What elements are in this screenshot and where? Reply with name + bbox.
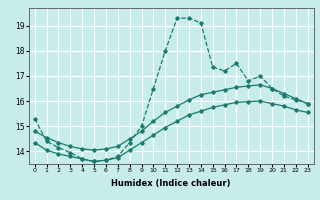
X-axis label: Humidex (Indice chaleur): Humidex (Indice chaleur) <box>111 179 231 188</box>
